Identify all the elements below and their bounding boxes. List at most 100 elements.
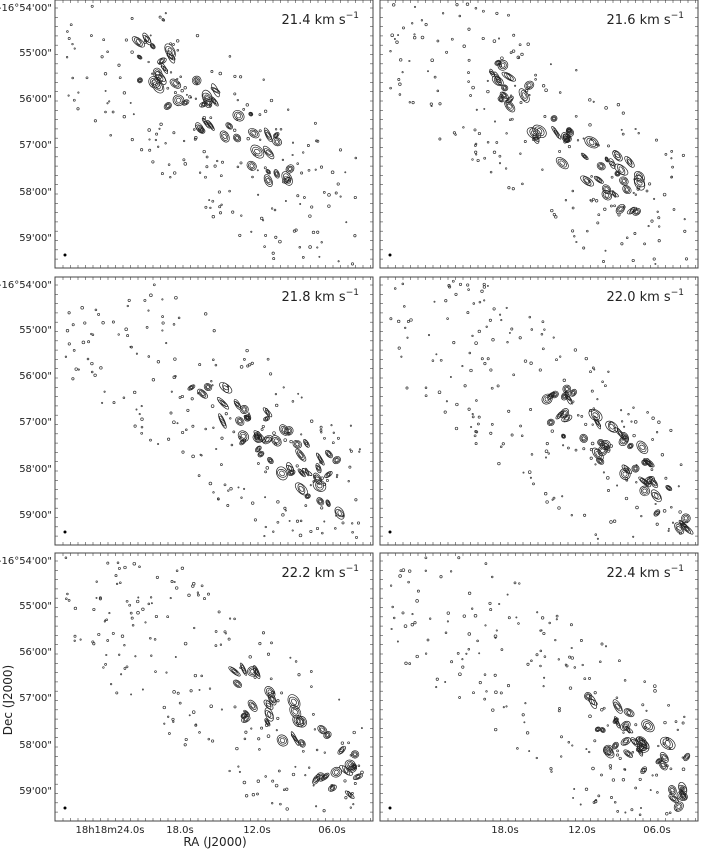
- contour-dot: [621, 132, 625, 136]
- contour: [166, 53, 176, 61]
- contour-dot: [468, 351, 472, 355]
- contour: [579, 433, 588, 443]
- contour: [142, 34, 151, 43]
- contour: [605, 157, 609, 162]
- velocity-label: 22.2 km s−1: [282, 564, 359, 581]
- contour: [298, 739, 306, 748]
- contour-dot: [349, 424, 352, 427]
- contour: [265, 700, 272, 710]
- contour: [151, 78, 165, 94]
- contour-dot: [507, 616, 511, 620]
- contour-dot: [123, 667, 127, 670]
- contour-dot: [499, 445, 503, 449]
- contour-dot: [253, 518, 257, 522]
- contour: [231, 669, 238, 674]
- contour-dot: [299, 519, 303, 523]
- contour: [668, 785, 677, 796]
- contour-dot: [312, 784, 315, 787]
- contour-dot: [157, 442, 160, 446]
- contour: [623, 708, 635, 718]
- contour-dot: [285, 807, 289, 811]
- contour: [504, 100, 516, 113]
- contour-dot: [571, 206, 575, 210]
- contour-dot: [609, 520, 613, 524]
- contour-dot: [584, 422, 588, 426]
- contour-dot: [154, 614, 158, 619]
- contour-dot: [655, 522, 659, 526]
- contour: [616, 172, 619, 175]
- contour-dot: [261, 424, 265, 429]
- contour: [289, 471, 294, 475]
- contour: [284, 175, 291, 182]
- contour: [582, 154, 587, 159]
- contour-dot: [557, 709, 561, 713]
- contour: [654, 510, 660, 516]
- contour: [667, 486, 671, 490]
- contour-dot: [180, 89, 184, 93]
- contour-dot: [408, 59, 411, 63]
- contour: [216, 397, 230, 410]
- contour-dot: [604, 384, 607, 388]
- contour-dot: [663, 720, 667, 725]
- contour-dot: [186, 408, 190, 412]
- contour-dot: [558, 91, 562, 94]
- contour-dot: [612, 519, 617, 523]
- contour-dot: [554, 215, 558, 219]
- contour-dot: [212, 329, 216, 333]
- contour: [176, 97, 181, 103]
- contour-dot: [303, 196, 306, 199]
- contour-dot: [582, 447, 586, 451]
- contour-dot: [353, 195, 357, 200]
- contour: [251, 130, 257, 136]
- contour-dot: [483, 362, 487, 366]
- contour-dot: [467, 288, 470, 291]
- contour-dot: [623, 425, 626, 428]
- contour-dot: [590, 389, 594, 393]
- contour-dot: [131, 623, 135, 627]
- contour-dot: [461, 658, 464, 661]
- contour: [586, 137, 597, 147]
- contour: [552, 116, 556, 121]
- contour-dot: [636, 187, 640, 191]
- contour-dot: [94, 308, 98, 312]
- contour: [631, 464, 640, 473]
- contour: [267, 689, 273, 695]
- contour: [245, 711, 249, 715]
- contour-dot: [655, 138, 658, 142]
- contour: [323, 731, 332, 739]
- contour-dot: [276, 699, 280, 703]
- contour: [194, 78, 199, 83]
- contour: [637, 739, 650, 753]
- contour: [287, 469, 296, 477]
- contour-dot: [482, 282, 486, 286]
- contour-dot: [391, 605, 394, 609]
- contour: [588, 408, 603, 422]
- contour-dot: [248, 363, 252, 367]
- contour-dot: [302, 151, 305, 154]
- contour: [330, 786, 335, 790]
- contour: [233, 135, 241, 141]
- contour-dot: [600, 708, 604, 712]
- y-tick-label: 55'00": [19, 48, 52, 59]
- contour-dot: [151, 72, 154, 75]
- contour-dot: [331, 441, 335, 445]
- contour-dot: [399, 58, 403, 62]
- contour-dot: [256, 779, 260, 783]
- contour-dot: [597, 213, 601, 217]
- contour-dot: [149, 596, 153, 599]
- contour-dot: [353, 782, 357, 785]
- contour-dot: [210, 70, 214, 73]
- contour-dot: [541, 84, 546, 88]
- contour: [601, 728, 605, 732]
- contour-dot: [194, 723, 198, 727]
- contour-dot: [111, 320, 115, 324]
- contour-dot: [520, 434, 524, 437]
- contour-dot: [570, 514, 573, 517]
- panel-frame: [379, 276, 699, 546]
- contour-dot: [135, 352, 138, 355]
- contour-dot: [140, 425, 144, 429]
- contour: [592, 412, 599, 418]
- contour-dot: [130, 17, 134, 20]
- contour: [608, 160, 616, 167]
- contour-dot: [454, 292, 458, 296]
